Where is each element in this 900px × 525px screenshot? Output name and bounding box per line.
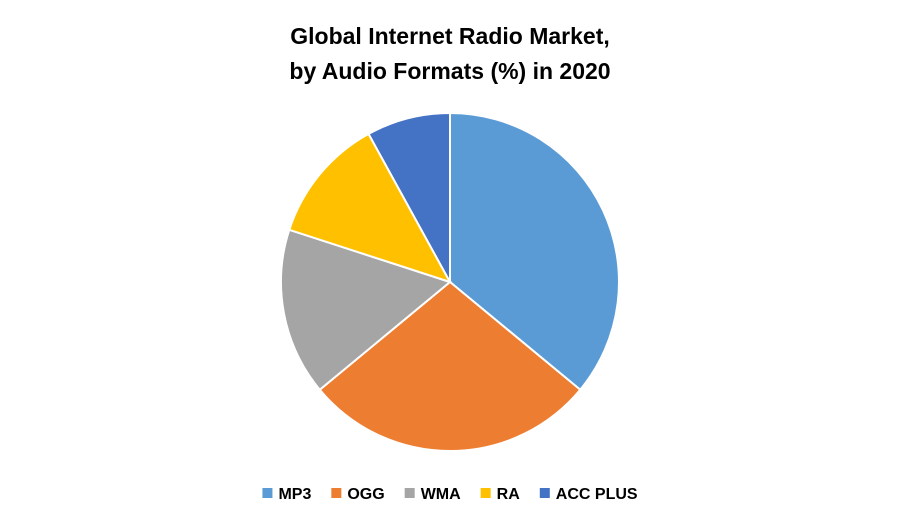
legend-marker-wma bbox=[404, 488, 415, 498]
pie-slices bbox=[279, 111, 621, 453]
pie-slice-acc-plus bbox=[367, 111, 451, 283]
legend-marker-ogg bbox=[331, 488, 342, 498]
legend-item-wma: WMA bbox=[404, 486, 461, 503]
legend-label-wma: WMA bbox=[421, 486, 461, 503]
legend-label-mp3: MP3 bbox=[278, 486, 311, 503]
legend-item-mp3: MP3 bbox=[262, 486, 311, 503]
chart-title-line-1: Global Internet Radio Market, bbox=[290, 23, 610, 49]
legend-label-ra: RA bbox=[497, 486, 521, 503]
legend-marker-mp3 bbox=[262, 488, 273, 498]
legend-marker-acc-plus bbox=[539, 488, 550, 498]
legend-label-ogg: OGG bbox=[347, 486, 384, 503]
legend-item-acc-plus: ACC PLUS bbox=[539, 486, 638, 503]
legend: MP3 OGG WMA RA ACC PLUS bbox=[262, 486, 638, 503]
pie-slice-ogg bbox=[318, 280, 582, 453]
chart-title: Global Internet Radio Market, by Audio F… bbox=[289, 23, 610, 84]
pie-slice-wma bbox=[279, 228, 453, 392]
legend-label-acc-plus: ACC PLUS bbox=[556, 486, 638, 503]
pie-slice-mp3 bbox=[449, 111, 621, 392]
legend-item-ra: RA bbox=[480, 486, 521, 503]
pie-slice-ra bbox=[288, 132, 453, 284]
legend-marker-ra bbox=[480, 488, 491, 498]
chart-title-line-2: by Audio Formats (%) in 2020 bbox=[289, 58, 610, 84]
legend-item-ogg: OGG bbox=[331, 486, 385, 503]
